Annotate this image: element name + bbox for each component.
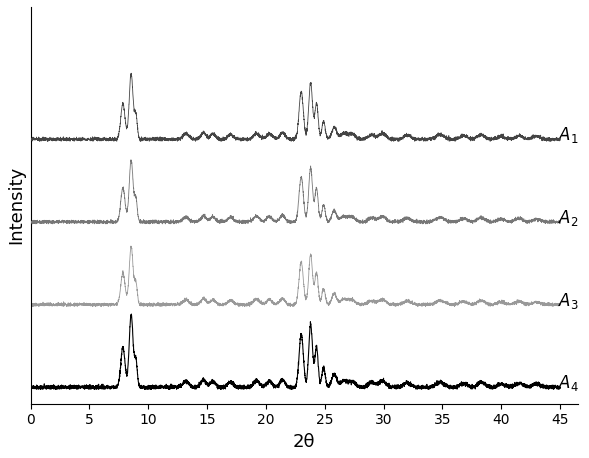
Y-axis label: Intensity: Intensity <box>7 166 25 245</box>
Text: $A_1$: $A_1$ <box>558 125 578 145</box>
Text: $A_3$: $A_3$ <box>558 291 578 311</box>
X-axis label: 2θ: 2θ <box>293 433 315 451</box>
Text: $A_2$: $A_2$ <box>558 208 578 228</box>
Text: $A_4$: $A_4$ <box>558 373 579 393</box>
